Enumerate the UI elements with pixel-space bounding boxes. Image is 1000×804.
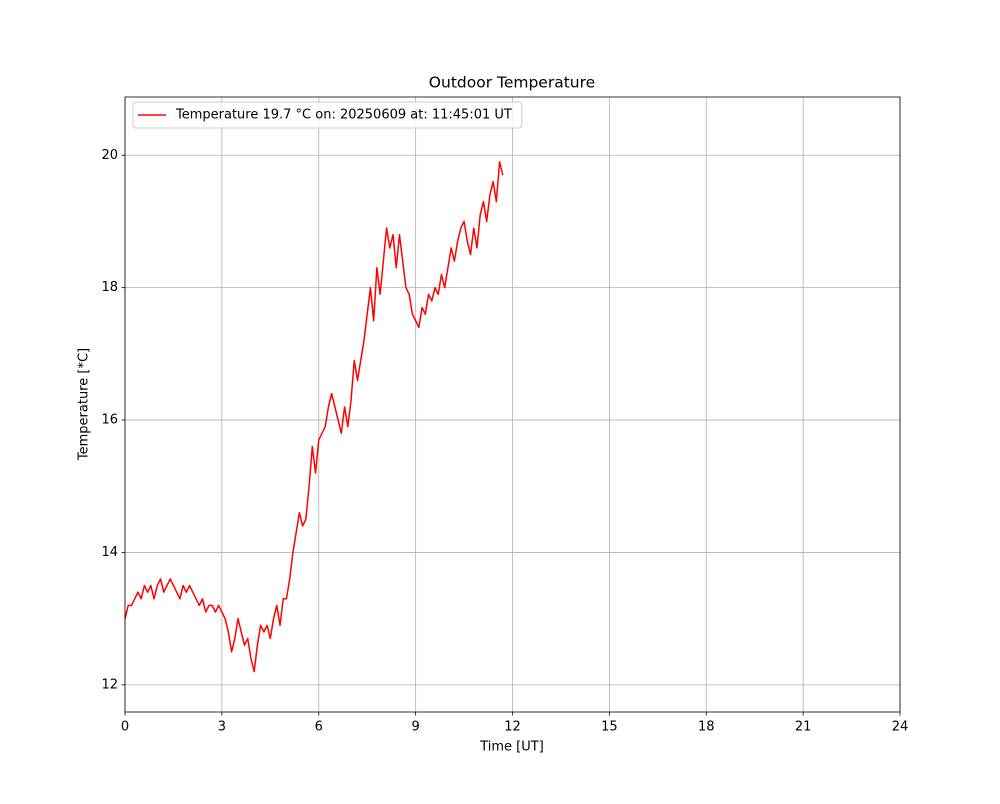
x-tick-label: 6 [315, 720, 323, 735]
x-tick-label: 18 [698, 720, 715, 735]
y-tick-label: 16 [101, 413, 118, 428]
axes-frame [124, 96, 901, 713]
y-tick-label: 14 [101, 545, 118, 560]
data-line [124, 161, 504, 673]
chart-title: Outdoor Temperature [429, 74, 595, 92]
x-tick-label: 0 [121, 720, 129, 735]
x-tick-label: 12 [504, 720, 521, 735]
x-tick-label: 9 [411, 720, 419, 735]
legend-box [132, 101, 523, 129]
y-tick-label: 12 [101, 677, 118, 692]
legend-label: Temperature 19.7 °C on: 20250609 at: 11:… [175, 108, 512, 123]
x-tick-label: 24 [892, 720, 909, 735]
x-tick-label: 3 [218, 720, 226, 735]
y-tick-label: 18 [101, 280, 118, 295]
x-tick-label: 15 [601, 720, 618, 735]
y-tick-label: 20 [101, 148, 118, 163]
y-axis-label: Temperature [*C] [77, 348, 92, 461]
x-axis-label: Time [UT] [479, 740, 544, 755]
x-tick-label: 21 [795, 720, 812, 735]
